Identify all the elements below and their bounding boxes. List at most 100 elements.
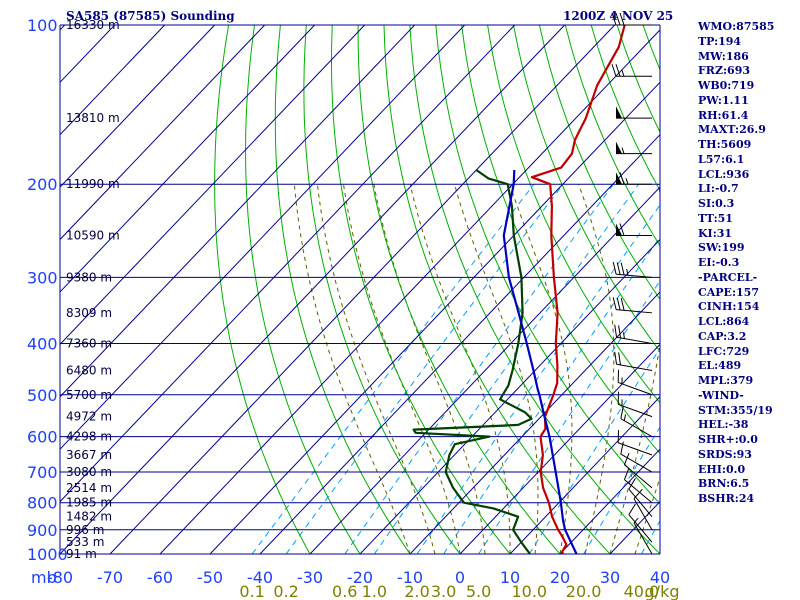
wind-barb-staff — [633, 498, 653, 531]
moist-adiabat-line — [343, 184, 461, 554]
height-label: 91 m — [66, 547, 97, 561]
index-item: TP:194 — [698, 34, 742, 48]
wind-barb-full — [623, 452, 630, 465]
wind-barb-full — [620, 406, 624, 419]
isotherm-line — [60, 25, 266, 241]
wind-barb-staff — [624, 464, 653, 489]
dry-adiabat-line — [564, 25, 660, 247]
parcel-line — [502, 169, 578, 554]
mixing-ratio-line — [344, 183, 614, 554]
index-item: CAP:3.2 — [698, 329, 747, 343]
dry-adiabat-line — [214, 25, 311, 554]
temperature-tick-label: -40 — [247, 568, 273, 587]
index-item: TH:5609 — [698, 138, 752, 151]
index-item: WB0:719 — [698, 79, 755, 92]
index-item: EHI:0.0 — [698, 462, 746, 476]
height-label: 16330 m — [66, 18, 120, 32]
wind-barb-half — [621, 147, 625, 154]
index-item: RH:61.4 — [698, 108, 749, 122]
wind-barb-staff — [628, 488, 653, 517]
wind-barb-full — [620, 297, 625, 311]
mixing-ratio-tick-label: 5.0 — [466, 582, 491, 600]
dewpoint-line — [412, 169, 533, 554]
wind-barb-full — [612, 261, 617, 275]
mixing-ratio-tick-label: 1.0 — [362, 582, 387, 600]
temperature-axis: -80 -70 -60 -50 -40 -30 -20 -10 0 10 20 30 40 — [47, 568, 670, 587]
wind-barb-flag — [616, 106, 622, 119]
index-item: SW:199 — [698, 241, 745, 255]
index-item: LI:-0.7 — [698, 182, 739, 196]
wind-barb-half — [626, 269, 629, 276]
index-item: BSHR:24 — [698, 492, 755, 505]
dry-adiabat-line — [303, 25, 461, 554]
wind-barb-full — [611, 64, 617, 77]
wind-barb-full — [614, 351, 618, 365]
moist-adiabat-line — [316, 184, 436, 554]
wind-barb-full — [619, 223, 625, 236]
dry-adiabat-line — [773, 25, 800, 554]
wind-barb — [628, 503, 653, 543]
index-item: BRN:6.5 — [698, 477, 750, 491]
isotherm-line — [60, 25, 416, 398]
wind-barb-staff — [618, 403, 653, 418]
isotherm-line — [109, 25, 616, 554]
pressure-tick-label: 200 — [27, 175, 58, 194]
isotherm-line — [60, 25, 366, 346]
isotherm-line — [309, 186, 660, 554]
wind-barb-full — [618, 325, 621, 339]
mixing-ratio-line — [285, 183, 564, 554]
isotherm-line — [159, 29, 660, 554]
index-item: KI:31 — [698, 226, 733, 240]
wind-barb-half — [623, 414, 627, 421]
dry-adiabat-line — [487, 25, 660, 404]
pressure-tick-label: 700 — [27, 463, 58, 482]
height-label: 7360 m — [66, 336, 112, 350]
mixing-ratio-tick-label: 20.0 — [566, 582, 602, 600]
mixing-ratio-tick-label: 0.1 — [239, 582, 264, 600]
isotherm-line — [60, 25, 466, 450]
mixing-ratio-line — [528, 347, 660, 554]
temperature-tick-label: 20 — [550, 568, 570, 587]
moist-adiabat-line — [578, 184, 615, 554]
height-label: 9380 m — [66, 270, 112, 284]
isotherms — [60, 25, 660, 554]
index-item: TT:51 — [698, 211, 733, 225]
wind-barb-staff — [628, 514, 653, 543]
mixing-ratio-tick-label: 10.0 — [511, 582, 547, 600]
wind-barb — [614, 351, 653, 372]
wind-barb-staff — [616, 363, 653, 372]
wind-barb — [614, 324, 653, 344]
temperature-tick-label: 30 — [600, 568, 620, 587]
isotherm-line — [60, 25, 516, 503]
wind-barb — [612, 261, 653, 278]
dry-adiabat-line — [357, 25, 561, 554]
index-item: WMO:87585 — [698, 20, 775, 33]
indices-panel: WMO:87585 TP:194 MW:186 FRZ:693 WB0:719 PW:1.… — [698, 20, 774, 507]
index-item: SI:0.3 — [698, 197, 735, 210]
pressure-tick-label: 900 — [27, 521, 58, 540]
temperature-tick-label: 10 — [500, 568, 520, 587]
dry-adiabats — [214, 25, 800, 554]
wind-barb-staff — [616, 336, 653, 344]
wind-barb-full — [628, 503, 636, 515]
wind-barb-flag — [616, 141, 622, 154]
wind-barb-full — [615, 12, 621, 26]
index-item: HEL:-38 — [698, 418, 749, 432]
wind-barb — [617, 430, 653, 456]
mixing-ratio-tick-label: 0.2 — [273, 582, 298, 600]
mixing-ratio-line — [251, 183, 535, 554]
index-item: LCL:864 — [698, 315, 750, 328]
moist-adiabat-line — [454, 184, 539, 554]
wind-barb — [612, 297, 653, 314]
mixing-ratio-line — [373, 183, 640, 554]
isotherm-line — [60, 25, 566, 554]
index-item: CAPE:157 — [698, 285, 759, 299]
index-item: L57:6.1 — [698, 152, 745, 166]
wind-barb-half — [625, 178, 629, 185]
wind-barb — [623, 467, 653, 504]
wind-barb-full — [619, 12, 625, 26]
wind-barb-staff — [624, 479, 653, 504]
temperature-tick-label: -10 — [397, 568, 423, 587]
wind-barb-half — [623, 332, 625, 339]
